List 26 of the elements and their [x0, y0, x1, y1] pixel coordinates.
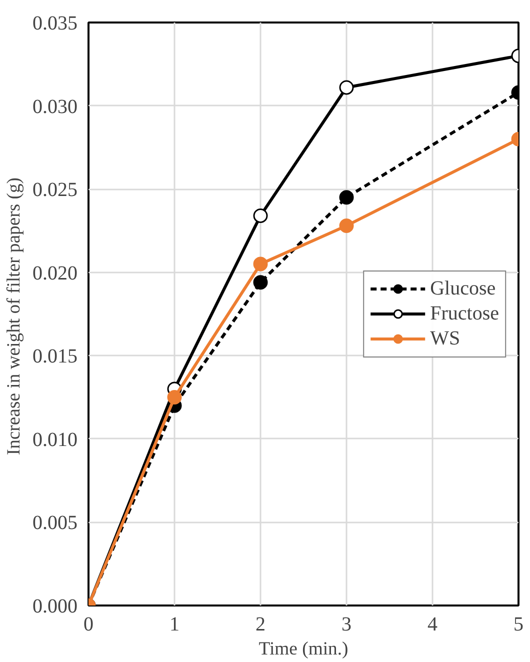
x-tick-label: 4 [428, 614, 438, 636]
y-tick-label: 0.005 [32, 512, 78, 534]
y-tick-label: 0.015 [32, 346, 78, 368]
x-tick-label: 0 [84, 614, 94, 636]
x-tick-label: 2 [256, 614, 266, 636]
point [253, 208, 268, 223]
y-tick-label: 0.030 [32, 96, 78, 118]
y-tick-label: 0.035 [32, 12, 78, 34]
legend-label: Glucose [430, 277, 496, 300]
x-axis-title: Time (min.) [258, 638, 348, 660]
x-tick-label: 1 [170, 614, 180, 636]
y-tick-label: 0.020 [32, 262, 78, 284]
point [253, 275, 268, 290]
x-tick-label: 5 [514, 614, 524, 636]
x-tick-label: 3 [342, 614, 352, 636]
y-axis-title: Increase in weight of filter papers (g) [4, 178, 24, 456]
point [339, 80, 354, 95]
point [339, 190, 354, 205]
y-tick-label: 0.025 [32, 179, 78, 202]
legend-label: Fructose [430, 302, 499, 325]
y-tick-label: 0.000 [32, 596, 78, 618]
legend-label: WS [430, 327, 460, 350]
point [253, 256, 268, 272]
point [167, 390, 182, 405]
y-tick-label: 0.010 [32, 428, 78, 451]
point [339, 218, 354, 233]
